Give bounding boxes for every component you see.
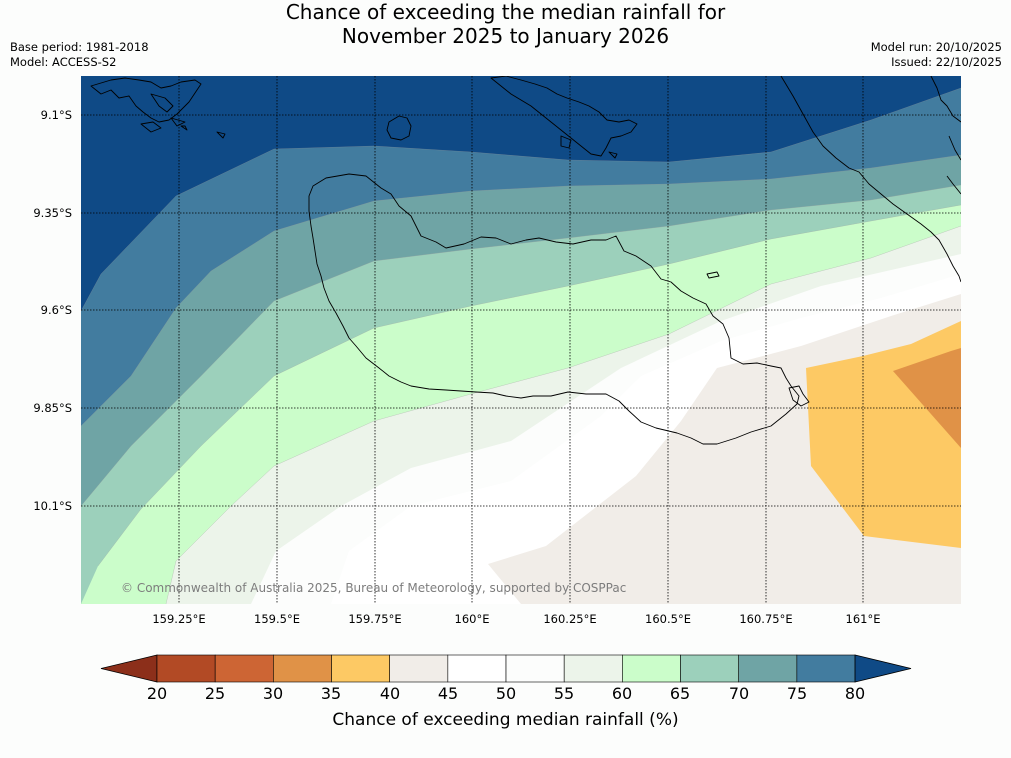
colorbar-swatch-60-65 (622, 654, 681, 683)
colorbar-tick-45: 45 (437, 684, 459, 703)
coastline-east-island (780, 76, 961, 283)
colorbar-tick-25: 25 (204, 684, 226, 703)
lat-label-2: 9.35°S (33, 206, 72, 220)
lat-label-1: 9.1°S (40, 108, 72, 122)
lat-label-3: 9.6°S (40, 303, 72, 317)
colorbar-tick-75: 75 (786, 684, 808, 703)
colorbar-swatch-50-55 (505, 654, 565, 683)
meta-right: Model run: 20/10/2025 Issued: 22/10/2025 (871, 40, 1002, 70)
colorbar-over-arrow (854, 654, 912, 683)
coastline-north-island-west (90, 77, 202, 123)
title-line-2: November 2025 to January 2026 (341, 24, 670, 48)
coastline-islet-east (706, 271, 720, 279)
lon-label-2: 159.5°E (254, 612, 300, 626)
model-name: Model: ACCESS-S2 (10, 55, 117, 69)
chart-title: Chance of exceeding the median rainfall … (0, 0, 1011, 48)
coastline-north-island-central (490, 76, 638, 157)
band-30-35 (893, 348, 961, 448)
base-period: Base period: 1981-2018 (10, 40, 149, 54)
colorbar-tick-50: 50 (495, 684, 517, 703)
colorbar-swatch-75-80 (796, 654, 856, 683)
colorbar-tick-35: 35 (320, 684, 342, 703)
lat-label-4: 9.85°S (33, 401, 72, 415)
colorbar-swatch-70-75 (738, 654, 798, 683)
graticule (81, 76, 961, 604)
colorbar-tick-80: 80 (844, 684, 866, 703)
colorbar-tick-30: 30 (262, 684, 284, 703)
model-run: Model run: 20/10/2025 (870, 40, 1002, 54)
colorbar-swatch-40-45 (389, 654, 449, 683)
coastline-islet-south (788, 385, 810, 407)
rainfall-map: © Commonwealth of Australia 2025, Bureau… (81, 76, 961, 604)
colorbar-tick-70: 70 (728, 684, 750, 703)
lon-label-8: 161°E (845, 612, 881, 626)
colorbar-swatch-20-25 (156, 654, 216, 683)
lon-label-7: 160.75°E (739, 612, 793, 626)
contour-lines (81, 87, 961, 604)
colorbar-tick-65: 65 (669, 684, 691, 703)
meta-left: Base period: 1981-2018 Model: ACCESS-S2 (10, 40, 149, 70)
issued-date: Issued: 22/10/2025 (891, 55, 1002, 69)
colorbar-tick-40: 40 (379, 684, 401, 703)
colorbar-tick-55: 55 (553, 684, 575, 703)
lon-label-1: 159.25°E (152, 612, 206, 626)
title-line-1: Chance of exceeding the median rainfall … (285, 0, 726, 24)
coastline-round-islet (386, 115, 412, 141)
coastline-main-island (308, 173, 800, 445)
colorbar-swatch-25-30 (214, 654, 274, 683)
colorbar (100, 654, 912, 683)
colorbar-tick-60: 60 (611, 684, 633, 703)
lon-label-4: 160°E (454, 612, 490, 626)
copyright-text: © Commonwealth of Australia 2025, Bureau… (121, 581, 626, 595)
colorbar-swatch-35-40 (331, 654, 390, 683)
colorbar-swatch-55-60 (563, 654, 623, 683)
lon-label-6: 160.5°E (645, 612, 691, 626)
lat-label-5: 10.1°S (33, 499, 72, 513)
colorbar-under-arrow (100, 654, 158, 683)
lon-label-5: 160.25°E (543, 612, 597, 626)
colorbar-swatch-45-50 (447, 654, 507, 683)
colorbar-label: Chance of exceeding median rainfall (%) (332, 710, 679, 730)
colorbar-tick-20: 20 (146, 684, 168, 703)
lon-label-3: 159.75°E (348, 612, 402, 626)
colorbar-swatch-30-35 (273, 654, 332, 683)
coastline (90, 76, 961, 445)
colorbar-swatch-65-70 (680, 654, 740, 683)
